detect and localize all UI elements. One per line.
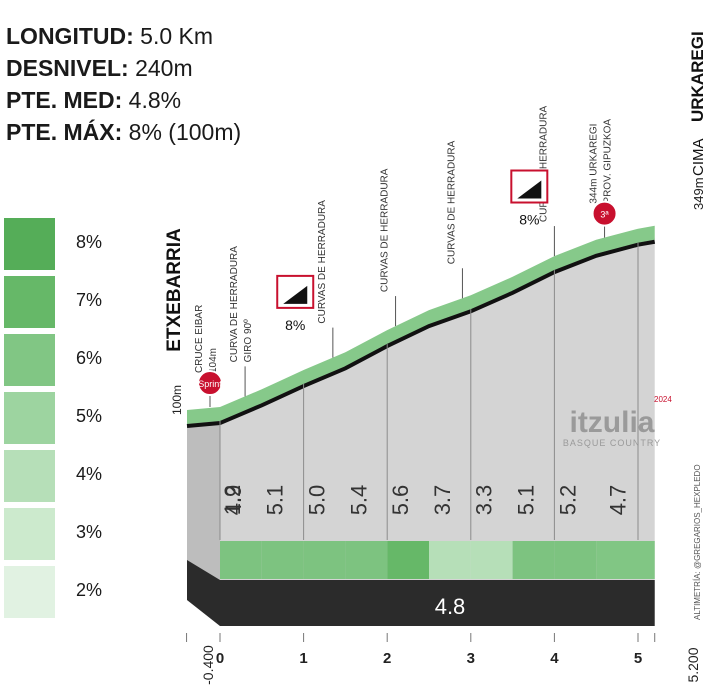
base-band: [187, 560, 655, 626]
steep-warning-label: 8%: [285, 317, 305, 333]
segment-gradient-label: 3.3: [472, 485, 497, 516]
annotation-label: CURVAS DE HERRADURA: [446, 140, 457, 264]
segment-gradient-label: 4.7: [605, 485, 630, 516]
steep-warning-icon: [283, 285, 308, 304]
gradient-band-segment: [554, 541, 597, 579]
legend-label: 2%: [76, 580, 103, 600]
legend-label: 5%: [76, 406, 103, 426]
annotation-label: CURVA DE HERRADURA: [538, 105, 549, 222]
stat-max-gradient: PTE. MÁX: 8% (100m): [6, 116, 241, 148]
stat-avg-gradient-value: 4.8%: [128, 87, 182, 113]
start-name-label: ETXEBARRIA: [164, 228, 185, 352]
legend-item: 3%: [4, 506, 119, 564]
stats-block: LONGITUD: 5.0 Km DESNIVEL: 240m PTE. MED…: [6, 20, 241, 148]
legend-label: 8%: [76, 232, 103, 252]
gradient-legend: 8% 7% 6% 5% 4% 3% 2%: [4, 216, 119, 622]
legend-label: 6%: [76, 348, 103, 368]
annotation-label: CRUCE EIBAR: [194, 305, 205, 373]
segment-gradient-label: 3.7: [430, 485, 455, 516]
stat-max-gradient-value: 8% (100m): [128, 119, 242, 145]
stat-max-gradient-label: PTE. MÁX:: [6, 119, 123, 145]
gradient-band-segment: [345, 541, 388, 579]
legend-label: 7%: [76, 290, 103, 310]
gradient-band-segment: [387, 541, 429, 579]
logo-subtitle: BASQUE COUNTRY: [563, 438, 661, 448]
annotation-label: 104m: [208, 348, 219, 373]
stat-elevation-gain: DESNIVEL: 240m: [6, 52, 241, 84]
logo-wordmark: itzulia: [569, 406, 654, 439]
legend-item: 5%: [4, 390, 119, 448]
sprint-marker-icon: [197, 370, 223, 397]
stat-avg-gradient: PTE. MED: 4.8%: [6, 84, 241, 116]
annotation-label: 344m URKAREGI: [589, 124, 600, 204]
gradient-band-segment: [303, 541, 346, 579]
finish-name-label: URKAREGI: [688, 31, 707, 122]
annotation-label: CURVAS DE HERRADURA: [317, 200, 328, 324]
segment-gradient-label: 5.1: [263, 485, 288, 516]
segment-gradient-label: 4.9: [221, 485, 246, 516]
gradient-band-segment: [512, 541, 555, 579]
legend-swatch: [4, 392, 55, 444]
x-tick-label: -0.400: [200, 645, 216, 685]
road-strip: [187, 225, 655, 424]
legend-item: 6%: [4, 332, 119, 390]
kom-marker-icon: [591, 200, 618, 227]
steep-warning-icon: [517, 180, 542, 199]
gradient-band-segment: [220, 541, 262, 579]
legend-label: 4%: [76, 464, 103, 484]
legend-item: 2%: [4, 564, 119, 622]
credit-label: ALTIMETRÍA: @GREGARIOS_HEXPLEDO: [693, 464, 702, 620]
x-tick-label: 3: [467, 650, 475, 667]
segment-gradient-label: 5.0: [305, 485, 330, 516]
legend-swatch: [4, 508, 55, 560]
stat-length: LONGITUD: 5.0 Km: [6, 20, 241, 52]
legend-item: 8%: [4, 216, 119, 274]
stat-avg-gradient-label: PTE. MED:: [6, 87, 123, 113]
legend-item: 4%: [4, 448, 119, 506]
logo-year: 2024: [654, 395, 672, 404]
annotation-label: CURVAS DE HERRADURA: [380, 168, 391, 292]
steep-warning-label: 8%: [519, 212, 539, 228]
x-tick-label: 1: [299, 650, 307, 667]
segment-gradient-label: 5.4: [346, 485, 371, 516]
marker-label: 3ª: [600, 210, 609, 220]
marker-label: Sprint: [198, 379, 222, 389]
segment-gradient-label: 1.2: [220, 485, 245, 516]
x-tick-label: 5: [634, 650, 642, 667]
legend-label: 3%: [76, 522, 103, 542]
legend-swatch: [4, 276, 55, 328]
legend-swatch: [4, 218, 55, 270]
annotation-label: GIRO 90º: [243, 319, 254, 362]
finish-name-prefix: CIMA: [690, 139, 707, 177]
average-gradient-label: 4.8: [435, 594, 466, 619]
annotation-label: CURVA DE HERRADURA: [229, 246, 240, 363]
legend-swatch: [4, 334, 55, 386]
stat-length-label: LONGITUD:: [6, 23, 134, 49]
gradient-band-segment: [261, 541, 304, 579]
legend-swatch: [4, 450, 55, 502]
segment-gradient-label: 5.2: [555, 485, 580, 516]
annotation-label: PROV. GIPUZKOA: [603, 119, 614, 204]
x-tick-label: 5.200: [685, 647, 701, 682]
gradient-band-segment: [429, 541, 471, 579]
stat-elevation-gain-label: DESNIVEL:: [6, 55, 129, 81]
gradient-band-segment: [470, 541, 513, 579]
legend-swatch: [4, 566, 55, 618]
stat-elevation-gain-value: 240m: [135, 55, 193, 81]
road-line: [186, 239, 656, 428]
gradient-band-segment: [596, 541, 655, 579]
legend-item: 7%: [4, 274, 119, 332]
segment-gradient-label: 5.6: [388, 485, 413, 516]
stat-length-value: 5.0 Km: [140, 23, 214, 49]
start-elevation-label: 100m: [170, 385, 184, 415]
x-tick-label: 2: [383, 650, 391, 667]
x-tick-label: 0: [216, 650, 224, 667]
finish-elevation-label: 349m: [691, 177, 706, 210]
segment-gradient-label: 5.1: [514, 485, 539, 516]
x-tick-label: 4: [550, 650, 559, 667]
